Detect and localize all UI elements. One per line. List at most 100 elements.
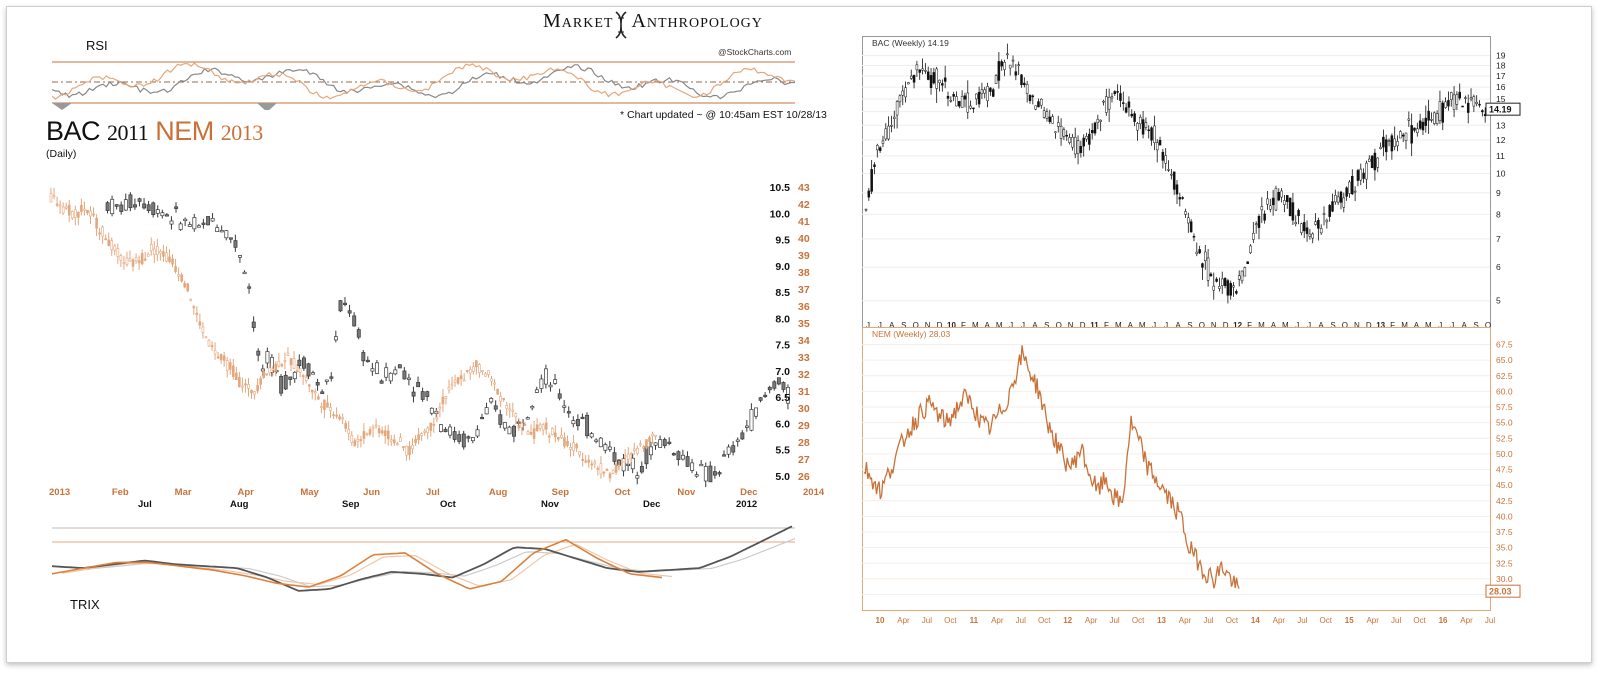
bac-weekly-candle [1447,100,1450,107]
rsi-oversold-fill [257,103,277,110]
nem-candle [435,417,439,420]
bac-weekly-candle [1322,213,1326,215]
nem-candle [371,427,375,430]
bac-weekly-candles [864,43,1487,304]
bac-weekly-candle [1421,121,1425,131]
bac-candle [238,255,242,258]
bac-candle [160,212,165,217]
bac-candle [585,414,590,437]
bac-weekly-candle [1235,291,1238,294]
nem-candle [58,204,62,207]
nem-candle [83,208,86,211]
rsi-bac-line [52,64,795,100]
nem-candle [280,364,284,367]
bac-candle [557,393,562,399]
bac-weekly-candle [1059,126,1063,139]
nem-candle [222,355,226,361]
nem-candle [386,430,390,440]
nem-candle [186,283,190,292]
bac-weekly-candle [932,72,936,84]
nem-candle [289,358,293,366]
nem-weekly-x-tick: 10 [876,616,885,625]
nem-candle [468,369,472,374]
nem-weekly-y-tick: 37.5 [1496,527,1513,537]
bac-weekly-candle [1164,155,1167,164]
nem-candle [359,439,363,441]
bac-candle [133,204,137,208]
bac-weekly-candle [1136,123,1139,131]
bac-weekly-candle [1325,219,1329,223]
nem-candle [642,446,645,449]
bac-weekly-chart: BAC (Weekly) 14.19 191817161514131211109… [862,36,1521,330]
nem-candle [578,451,581,456]
bac-weekly-candle [1254,223,1258,226]
nem-candle [332,414,335,417]
nem-weekly-x-tick: 11 [970,616,979,625]
bac-candle [767,386,772,391]
bac-candle [443,428,448,433]
nem-candle [626,453,630,460]
nem-y-tick: 37 [798,284,810,296]
bac-weekly-candle [884,128,888,140]
nem-weekly-y-tick: 57.5 [1496,402,1513,412]
bac-candle [329,376,334,379]
bac-weekly-candle [1370,155,1374,168]
nem-candle [456,377,460,384]
bac-y-tick: 9.0 [775,261,790,273]
bac-x-tick: Oct [440,499,457,510]
bac-candle [548,384,553,388]
nem-weekly-x-tick: Oct [1320,616,1333,625]
bac-candle [210,218,215,222]
nem-candle [599,463,603,475]
bac-weekly-candle [1229,283,1232,296]
bac-weekly-candle [929,75,933,88]
bac-weekly-candle [1065,134,1068,137]
bac-candle [658,439,663,448]
bac-weekly-y-tick: 17 [1496,71,1506,81]
bac-weekly-x-tick: S [1044,321,1049,330]
nem-candle [195,312,199,315]
nem-weekly-y-tick: 60.0 [1496,386,1513,396]
bac-weekly-x-tick: 12 [1233,321,1242,330]
bac-weekly-x-tick: D [1366,321,1372,330]
bac-candle [676,451,681,460]
bac-candle [690,462,695,471]
nem-x-tick: Oct [615,487,632,498]
nem-weekly-grid [862,344,1490,595]
bac-candle [142,203,147,209]
nem-candle [192,306,196,309]
bac-candle [402,370,407,380]
bac-weekly-candle [1413,127,1416,131]
bac-candle [174,206,179,209]
bac-candle [288,376,293,380]
bac-weekly-candle [1237,275,1241,280]
bac-weekly-x-tick: A [1128,321,1134,330]
nem-candle [116,248,120,257]
nem-candle [547,435,551,438]
nem-weekly-x-tick: 16 [1439,616,1448,625]
nem-candle [231,365,235,378]
bac-weekly-x-tick: D [1080,321,1086,330]
bac-candle [576,419,580,427]
nem-candle [95,217,98,229]
bac-weekly-x-tick: F [1104,321,1109,330]
nem-candle [101,226,104,237]
bac-candle [630,457,635,470]
nem-candle [608,473,612,479]
nem-candle [310,389,314,393]
nem-candle [502,398,505,400]
nem-candle [459,375,463,380]
bac-weekly-x-tick: F [1247,321,1252,330]
nem-candle [402,446,405,448]
nem-candle [575,444,578,449]
nem-candle [307,384,311,387]
nem-candle [620,460,624,463]
nem-weekly-x-tick: Jul [1203,616,1213,625]
bac-weekly-candle [1271,197,1275,206]
bac-weekly-candle [1003,61,1006,70]
bac-weekly-candle [1438,101,1442,122]
bac-weekly-candle [1410,125,1413,144]
title-bac-year: 2011 [107,120,149,145]
nem-weekly-x-tick: 12 [1063,616,1072,625]
nem-weekly-y-tick: 50.0 [1496,449,1513,459]
